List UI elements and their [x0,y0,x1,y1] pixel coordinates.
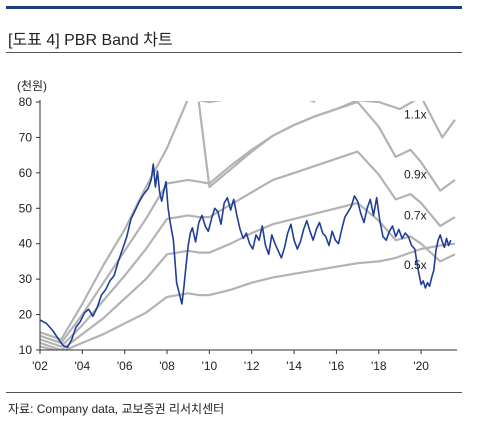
y-axis-unit-label: (천원) [17,78,47,93]
y-tick-label-60: 60 [19,166,33,180]
band-lines [40,101,456,350]
x-tick-label-2006: '06 [117,359,133,373]
x-tick-label-2014: '14 [286,359,302,373]
header-top-rule [6,6,462,9]
y-tick-label-10: 10 [19,343,33,357]
x-tick-label-2002: '02 [32,359,48,373]
x-tick-label-2018: '18 [371,359,387,373]
band-line-3 [40,101,456,344]
title-divider [6,52,462,53]
chart-title: [도표 4] PBR Band 차트 [8,32,173,49]
footer-divider [6,392,462,393]
source-note: 자료: Company data, 교보증권 리서치센터 [8,402,225,416]
price-series-line [39,163,452,349]
x-tick-label-2008: '08 [159,359,175,373]
y-tick-label-80: 80 [19,95,33,109]
y-tick-label-50: 50 [19,201,33,215]
band-line-5 [40,201,456,350]
axes: 10 20 30 40 50 60 70 80 '02 '04 '06 '08 '10 '12 '14 '16… [17,78,457,373]
band-line-6 [40,242,456,350]
band-label-1-1x: 1.1x [404,107,427,121]
x-tick-label-2020: '20 [413,359,429,373]
y-tick-label-20: 20 [19,308,33,322]
band-labels: 1.1x 0.9x 0.7x 0.5x [404,107,427,272]
band-label-0-7x: 0.7x [404,208,427,222]
band-label-0-9x: 0.9x [404,168,427,182]
y-tick-label-40: 40 [19,237,33,251]
y-tick-label-70: 70 [19,130,33,144]
x-tick-label-2012: '12 [244,359,260,373]
x-tick-label-2016: '16 [329,359,345,373]
price-line [39,163,452,349]
y-tick-label-30: 30 [19,272,33,286]
band-line-4 [40,150,456,348]
x-tick-label-2004: '04 [75,359,91,373]
x-tick-label-2010: '10 [202,359,218,373]
pbr-band-chart: 10 20 30 40 50 60 70 80 '02 '04 '06 '08 '10 '12 '14 '16… [17,78,457,373]
band-label-0-5x: 0.5x [404,258,427,272]
band-line-1 [40,101,316,341]
